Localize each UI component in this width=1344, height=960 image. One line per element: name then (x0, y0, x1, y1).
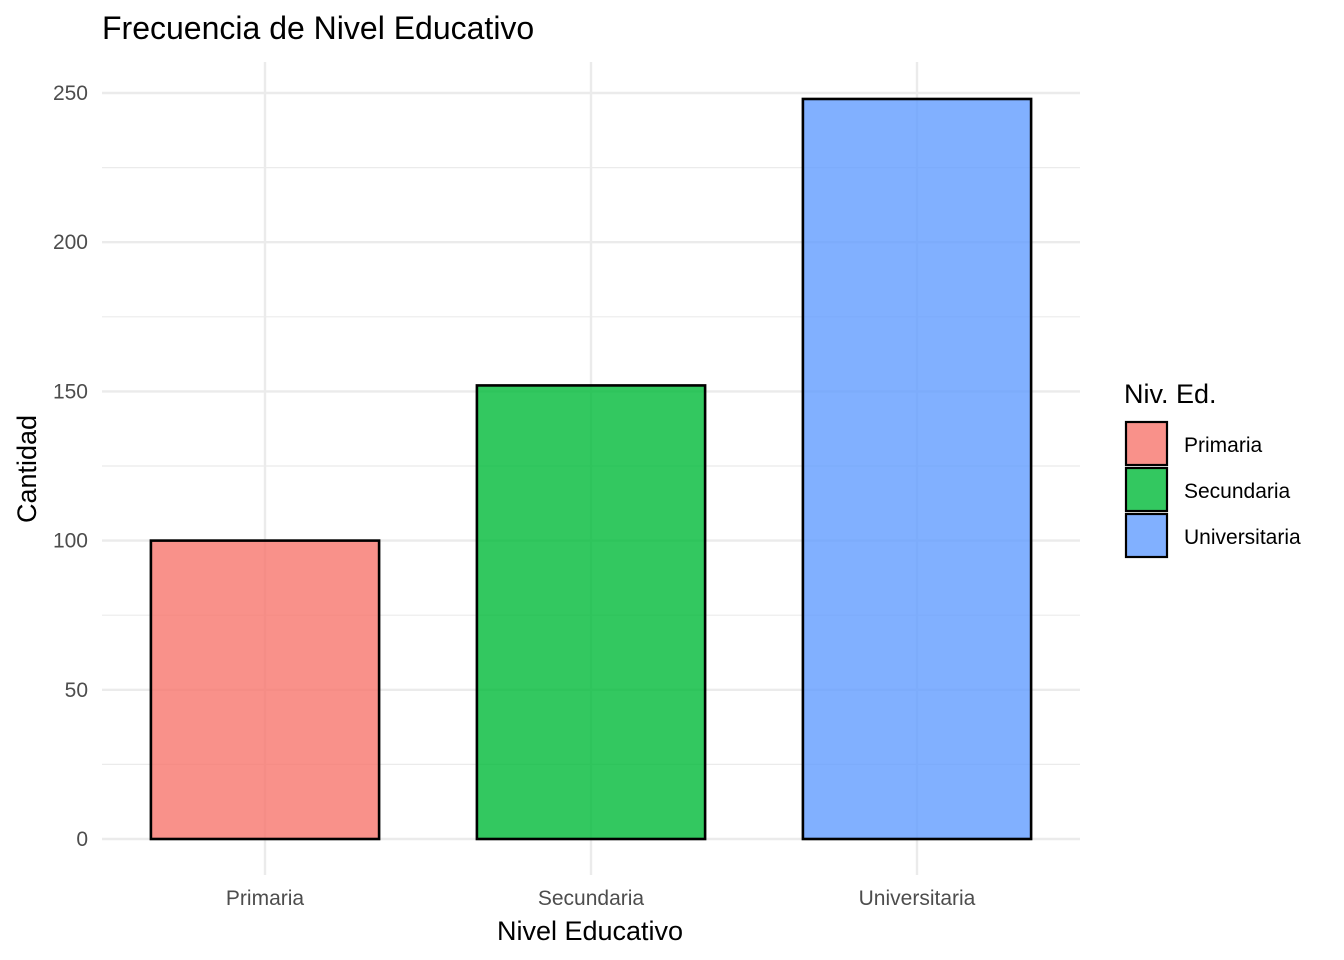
chart-title: Frecuencia de Nivel Educativo (102, 10, 534, 46)
x-tick-label: Primaria (226, 887, 304, 910)
bars (149, 97, 1033, 841)
legend: Niv. Ed. Primaria Secundaria Universitaria (1124, 379, 1301, 559)
bar-universitaria (801, 97, 1033, 841)
y-tick-label: 200 (53, 231, 88, 254)
legend-key-primaria (1124, 420, 1169, 467)
legend-label: Primaria (1184, 434, 1262, 457)
bar-primaria (149, 539, 381, 841)
x-axis-title: Nivel Educativo (497, 916, 683, 946)
x-tick-label: Secundaria (538, 887, 645, 910)
legend-key-secundaria (1124, 466, 1169, 513)
bar-secundaria (475, 384, 707, 841)
y-tick-label: 100 (53, 530, 88, 553)
legend-label: Secundaria (1184, 480, 1291, 503)
x-tick-label: Universitaria (859, 887, 976, 910)
y-tick-label: 150 (53, 380, 88, 403)
y-axis-ticks: 0 50 100 150 200 250 (53, 82, 88, 851)
y-tick-label: 50 (65, 679, 88, 702)
x-axis-ticks: Primaria Secundaria Universitaria (226, 887, 976, 910)
y-axis-title: Cantidad (12, 415, 42, 523)
y-tick-label: 250 (53, 82, 88, 105)
legend-label: Universitaria (1184, 526, 1301, 549)
y-tick-label: 0 (76, 828, 88, 851)
legend-title: Niv. Ed. (1124, 379, 1217, 409)
legend-key-universitaria (1124, 512, 1169, 559)
